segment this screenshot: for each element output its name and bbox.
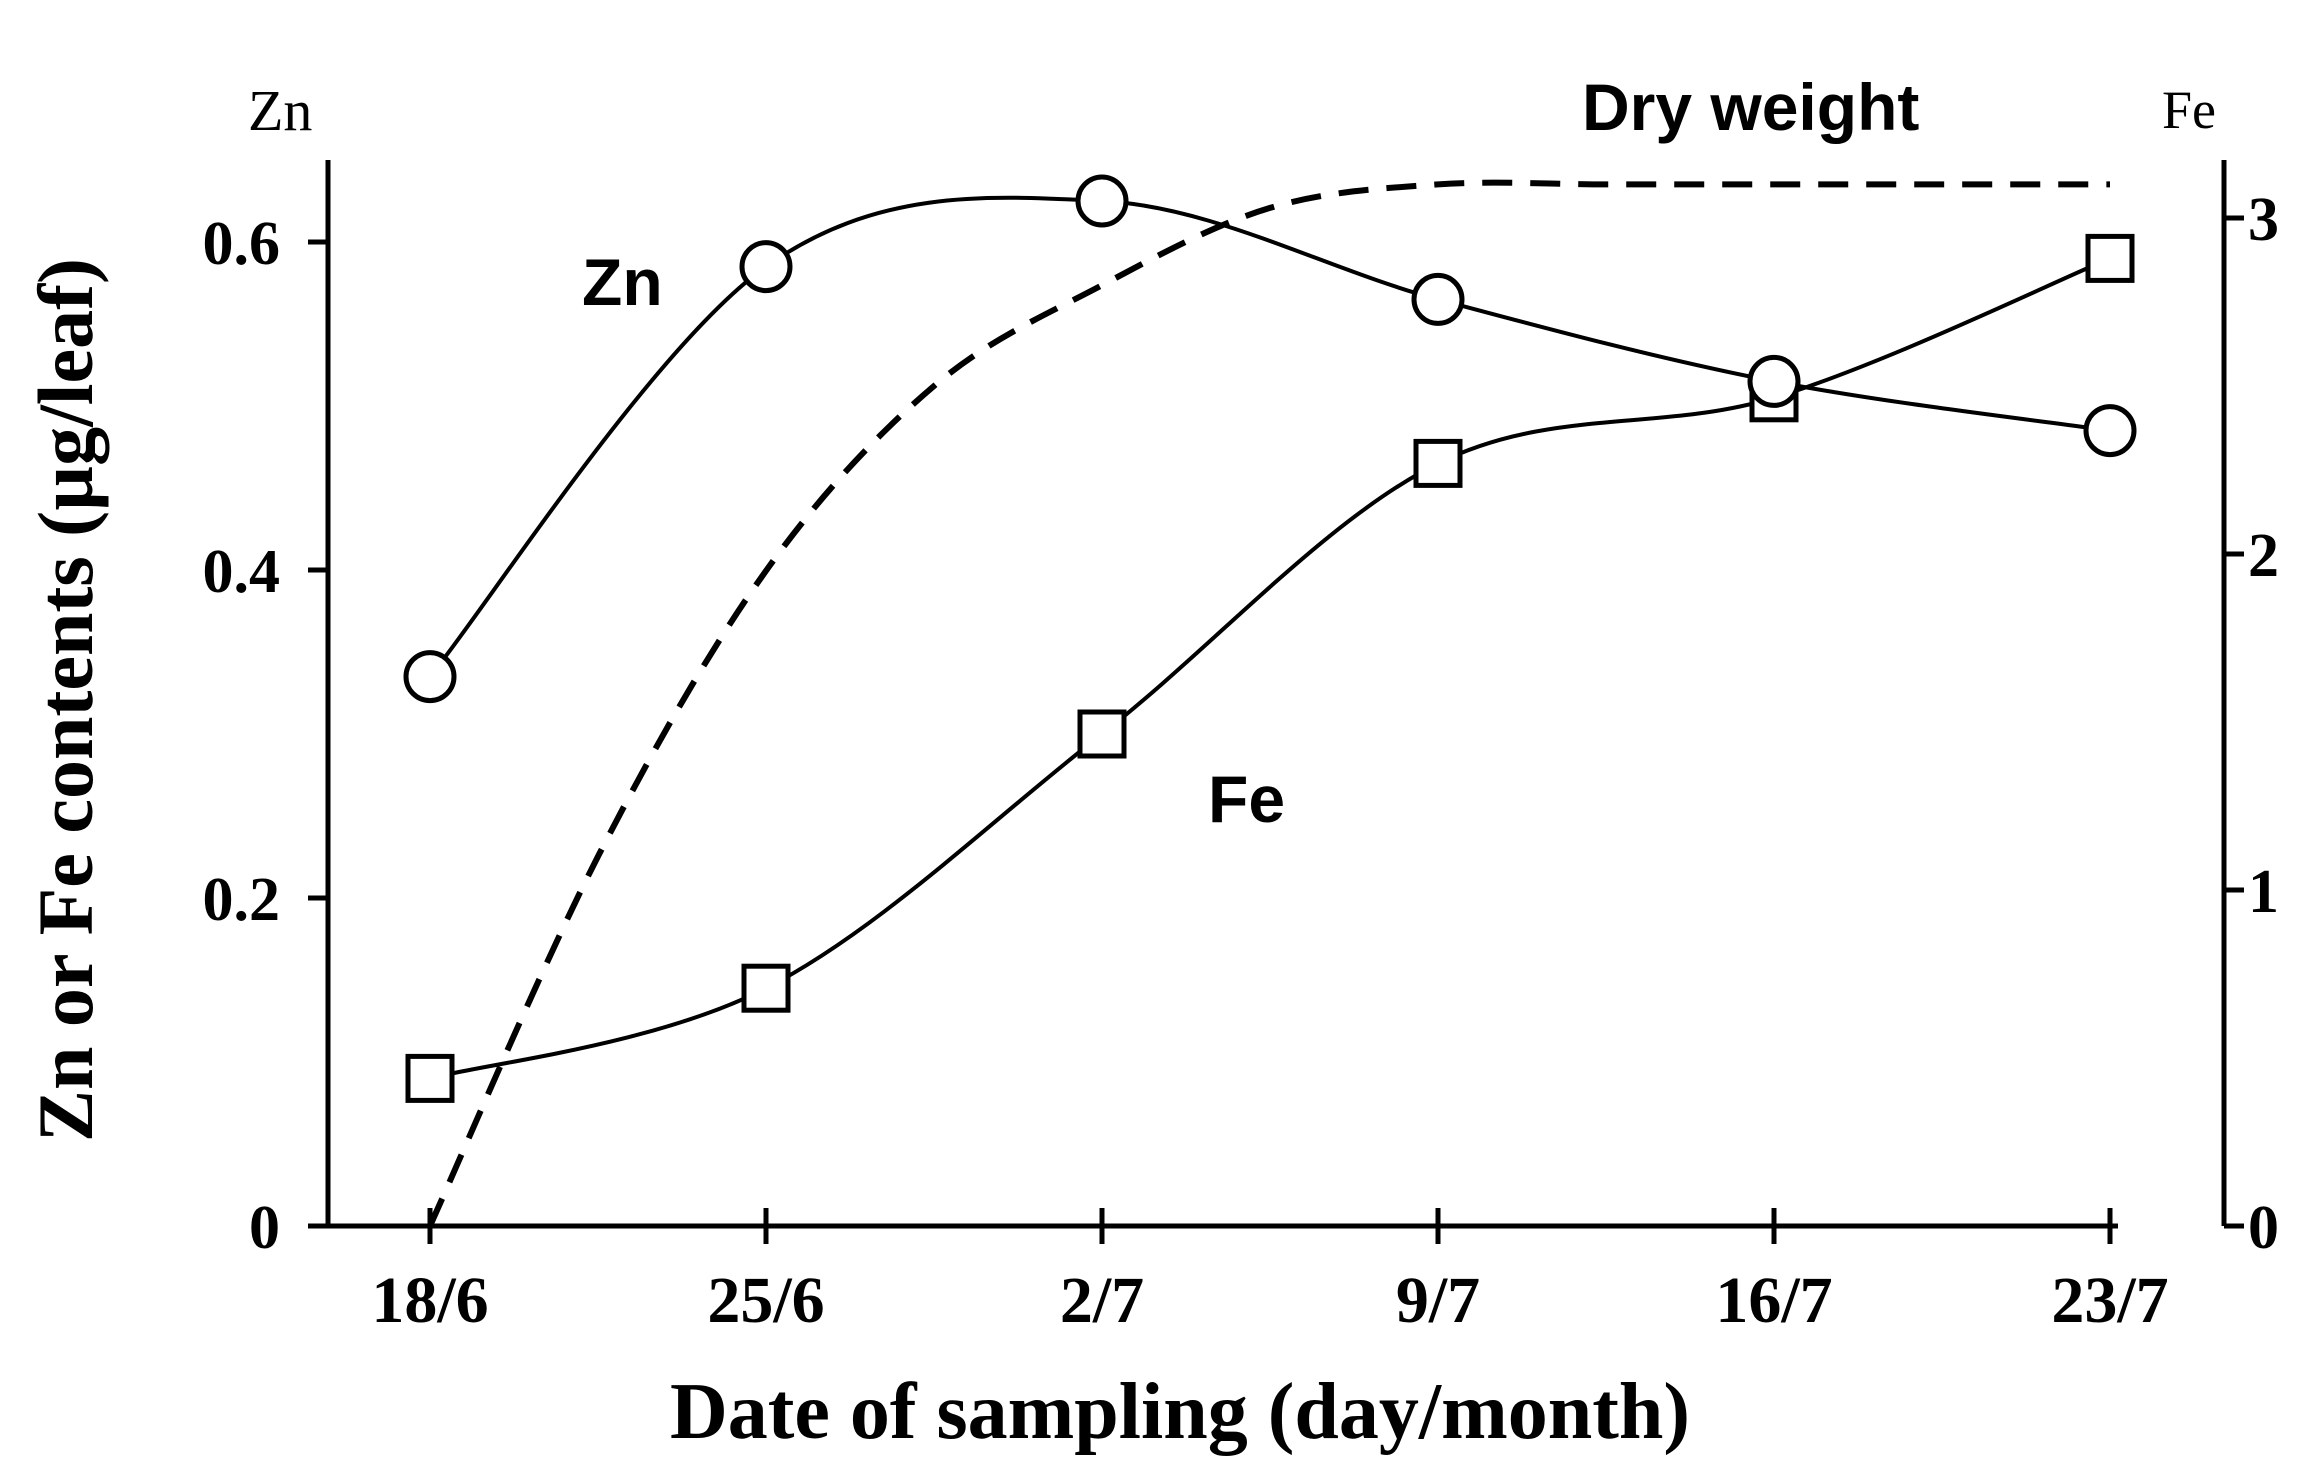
fe-point — [1413, 438, 1463, 488]
series-zn — [403, 174, 2137, 704]
x-tick-label: 2/7 — [1060, 1264, 1144, 1337]
left-axis-label: Zn — [248, 78, 312, 143]
fe-point — [741, 963, 791, 1013]
x-tick-label: 25/6 — [707, 1264, 824, 1337]
fe-line — [429, 256, 2111, 1081]
fe-point — [1077, 709, 1127, 759]
dry-weight-line — [427, 179, 2110, 1228]
fe-series-label: Fe — [1208, 762, 1285, 836]
x-tick-label: 16/7 — [1715, 1264, 1832, 1337]
zn-point — [403, 650, 457, 704]
right-tick-label: 3 — [2248, 186, 2279, 254]
zn-point — [1075, 174, 1129, 228]
zn-point — [2083, 404, 2137, 458]
x-axis-title: Date of sampling (day/month) — [670, 1368, 1690, 1456]
right-tick-label: 0 — [2248, 1194, 2279, 1262]
left-y-ticks: 0 0.2 0.4 0.6 — [203, 210, 328, 1262]
left-tick-label: 0.2 — [203, 866, 281, 934]
fe-point — [405, 1053, 455, 1103]
right-tick-label: 2 — [2248, 522, 2279, 590]
left-tick-label: 0 — [249, 1194, 280, 1262]
zn-point — [1747, 354, 1801, 408]
dry-weight-series-label: Dry weight — [1582, 70, 1919, 144]
zn-series-label: Zn — [582, 245, 663, 319]
x-tick-label: 9/7 — [1396, 1264, 1480, 1337]
x-ticks: 18/6 25/6 2/7 9/7 16/7 23/7 — [371, 1208, 2169, 1337]
zn-point — [1411, 272, 1465, 326]
right-tick-label: 1 — [2248, 858, 2279, 926]
right-axis-label: Fe — [2162, 80, 2216, 140]
left-tick-label: 0.6 — [203, 210, 281, 278]
zn-line — [428, 195, 2111, 678]
right-y-ticks: 0 1 2 3 — [2224, 186, 2279, 1262]
x-tick-label: 23/7 — [2051, 1264, 2168, 1337]
series-dry-weight — [427, 179, 2110, 1228]
y-axis-title: Zn or Fe contents (µg/leaf) — [22, 258, 109, 1142]
fe-point — [2085, 233, 2135, 283]
series-fe — [405, 233, 2135, 1103]
x-tick-label: 18/6 — [371, 1264, 488, 1337]
left-tick-label: 0.4 — [203, 538, 281, 606]
zn-point — [739, 240, 793, 294]
